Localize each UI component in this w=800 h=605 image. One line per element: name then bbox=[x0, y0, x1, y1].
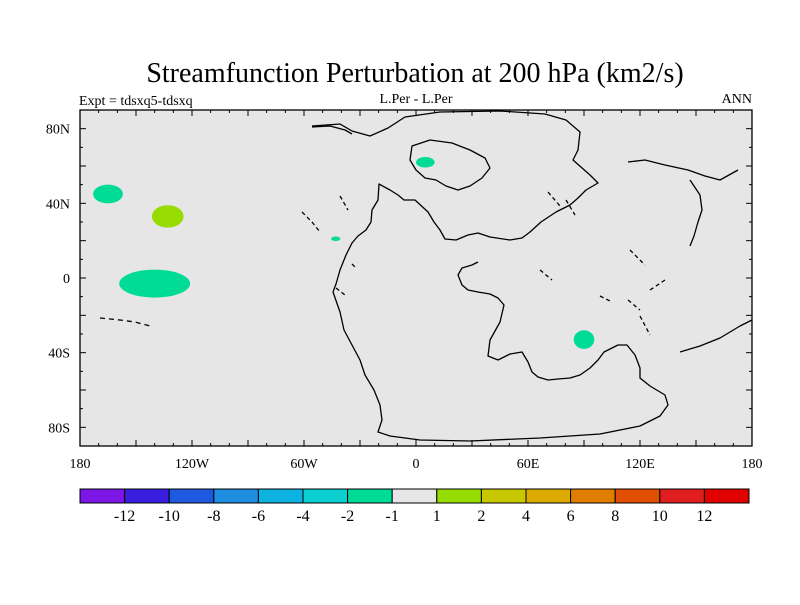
coast-japan-region bbox=[627, 159, 739, 181]
coast-arctic-island bbox=[311, 125, 353, 135]
plot-background bbox=[80, 110, 752, 446]
colorbar-swatch bbox=[436, 488, 482, 504]
coast-mideast bbox=[539, 191, 666, 336]
anomaly-blob-3 bbox=[119, 269, 191, 298]
colorbar-swatch bbox=[168, 488, 215, 504]
x-tick-label: 180 bbox=[742, 457, 763, 472]
colorbar-swatch bbox=[213, 488, 259, 504]
anomaly-layer bbox=[93, 157, 595, 349]
anomaly-blob-2 bbox=[151, 205, 184, 228]
colorbar-label: 4 bbox=[522, 508, 530, 525]
coast-eurasia bbox=[311, 110, 599, 293]
coast-caribbean bbox=[301, 195, 357, 296]
colorbar-swatch bbox=[79, 488, 126, 504]
x-tick-label: 0 bbox=[413, 457, 420, 472]
y-tick-label: 40N bbox=[46, 197, 70, 212]
colorbar: -12 -10 -8 -6 -4 -2 -1 1 2 4 6 8 10 12 bbox=[79, 488, 750, 525]
colorbar-label: -2 bbox=[341, 508, 354, 525]
x-tick-label: 60E bbox=[517, 457, 540, 472]
x-tick-label: 60W bbox=[290, 457, 318, 472]
colorbar-swatch bbox=[703, 488, 750, 504]
colorbar-label: 6 bbox=[567, 508, 575, 525]
coast-pacific-north bbox=[99, 317, 151, 327]
colorbar-swatch bbox=[614, 488, 661, 504]
colorbar-label: -6 bbox=[252, 508, 265, 525]
coast-east-asia bbox=[689, 179, 703, 247]
coast-pacific-south bbox=[679, 319, 753, 353]
colorbar-swatch bbox=[347, 488, 393, 504]
x-tick-label: 120W bbox=[175, 457, 210, 472]
y-tick-label: 80S bbox=[48, 421, 70, 436]
colorbar-label: 8 bbox=[611, 508, 619, 525]
colorbar-label: -12 bbox=[114, 508, 135, 525]
y-tick-label: 80N bbox=[46, 123, 70, 138]
colorbar-label: 12 bbox=[696, 508, 712, 525]
y-tick-label: 0 bbox=[63, 272, 70, 287]
coastlines bbox=[99, 110, 753, 442]
colorbar-swatch bbox=[480, 488, 527, 504]
colorbar-label: -10 bbox=[159, 508, 180, 525]
colorbar-swatch bbox=[124, 488, 170, 504]
subtitle-left: Expt = tdsxq5-tdsxq bbox=[79, 94, 193, 109]
x-tick-label: 180 bbox=[70, 457, 91, 472]
colorbar-swatch bbox=[257, 488, 304, 504]
colorbar-label: 2 bbox=[477, 508, 485, 525]
anomaly-blob-4 bbox=[416, 157, 435, 168]
colorbar-swatch bbox=[570, 488, 616, 504]
anomaly-blob-1 bbox=[93, 184, 123, 204]
y-tick-label: 40S bbox=[48, 347, 70, 362]
colorbar-label: 1 bbox=[433, 508, 441, 525]
colorbar-swatch bbox=[302, 488, 349, 504]
colorbar-label: -1 bbox=[386, 508, 399, 525]
coast-africa bbox=[332, 261, 669, 442]
chart-title: Streamfunction Perturbation at 200 hPa (… bbox=[146, 58, 683, 89]
colorbar-label: -8 bbox=[207, 508, 220, 525]
subtitle-center: L.Per - L.Per bbox=[379, 92, 452, 107]
colorbar-label: -4 bbox=[296, 508, 309, 525]
colorbar-swatch bbox=[659, 488, 705, 504]
subtitle-right: ANN bbox=[722, 92, 752, 107]
x-tick-label: 120E bbox=[625, 457, 655, 472]
anomaly-blob-6 bbox=[573, 330, 595, 349]
colorbar-swatch bbox=[525, 488, 572, 504]
anomaly-blob-5 bbox=[331, 236, 341, 242]
axes: 180 120W 60W 0 60E 120E 180 80N 40N 0 40S 80S bbox=[46, 109, 763, 472]
colorbar-label: 10 bbox=[652, 508, 668, 525]
coast-scandinavia bbox=[409, 139, 491, 191]
colorbar-swatch bbox=[391, 488, 438, 504]
